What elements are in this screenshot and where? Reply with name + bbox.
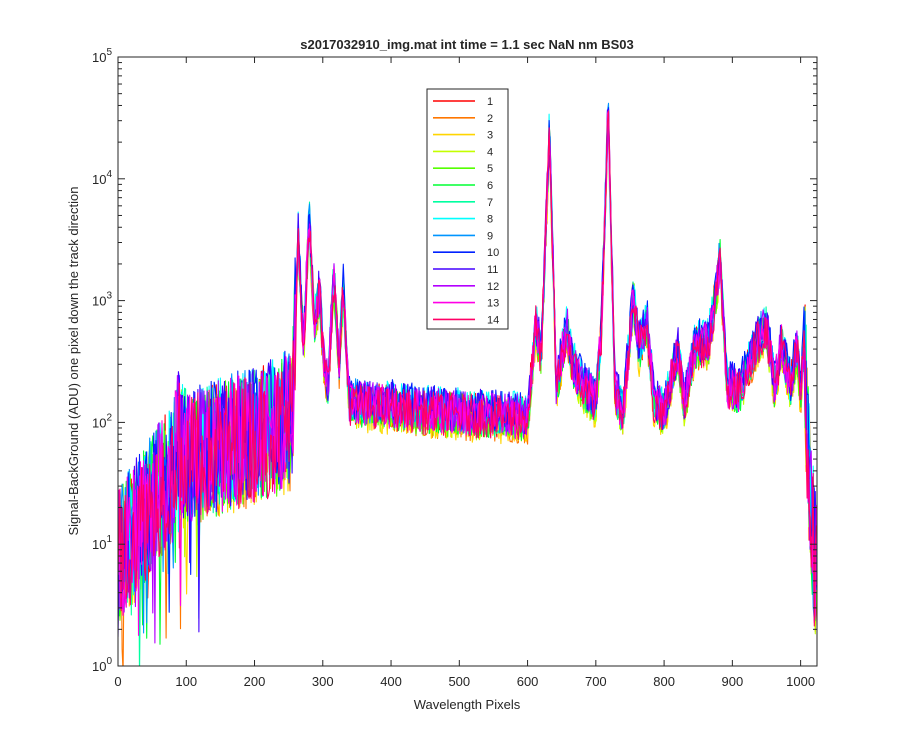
x-tick-label: 800: [653, 674, 675, 689]
legend-label-13: 13: [487, 298, 499, 310]
series-line-14: [118, 110, 817, 627]
legend-label-3: 3: [487, 130, 493, 142]
series-layer: [118, 102, 817, 666]
legend-label-6: 6: [487, 180, 493, 192]
x-tick-label: 0: [114, 674, 121, 689]
axes-box: [117, 56, 818, 667]
legend-label-9: 9: [487, 230, 493, 242]
x-axis: 0 100 200 300 400 500 600 700 800 900 1000: [114, 57, 815, 689]
x-tick-label: 200: [244, 674, 266, 689]
x-tick-label: 300: [312, 674, 334, 689]
y-tick-label: 100: [92, 656, 112, 674]
legend-label-5: 5: [487, 163, 493, 175]
legend-label-14: 14: [487, 314, 499, 326]
y-tick-label: 104: [92, 169, 112, 187]
x-tick-label: 100: [175, 674, 197, 689]
legend-label-2: 2: [487, 113, 493, 125]
chart-title: s2017032910_img.mat int time = 1.1 sec N…: [300, 37, 634, 52]
y-tick-label: 101: [92, 534, 112, 552]
x-tick-label: 500: [448, 674, 470, 689]
legend-label-8: 8: [487, 214, 493, 226]
x-tick-label: 400: [380, 674, 402, 689]
legend-label-12: 12: [487, 281, 499, 293]
legend-label-10: 10: [487, 247, 499, 259]
legend-label-4: 4: [487, 146, 493, 158]
legend-label-7: 7: [487, 197, 493, 209]
x-tick-label: 900: [722, 674, 744, 689]
y-axis-label: Signal-BackGround (ADU) one pixel down t…: [66, 186, 81, 535]
legend-label-1: 1: [487, 96, 493, 108]
legend-box: [426, 88, 509, 330]
x-tick-label: 600: [517, 674, 539, 689]
x-tick-label: 1000: [786, 674, 815, 689]
legend-label-11: 11: [487, 264, 498, 276]
y-tick-label: 103: [92, 291, 112, 309]
y-tick-label: 105: [92, 47, 112, 65]
y-tick-label: 102: [92, 412, 112, 430]
x-tick-label: 700: [585, 674, 607, 689]
x-axis-label: Wavelength Pixels: [414, 697, 521, 712]
